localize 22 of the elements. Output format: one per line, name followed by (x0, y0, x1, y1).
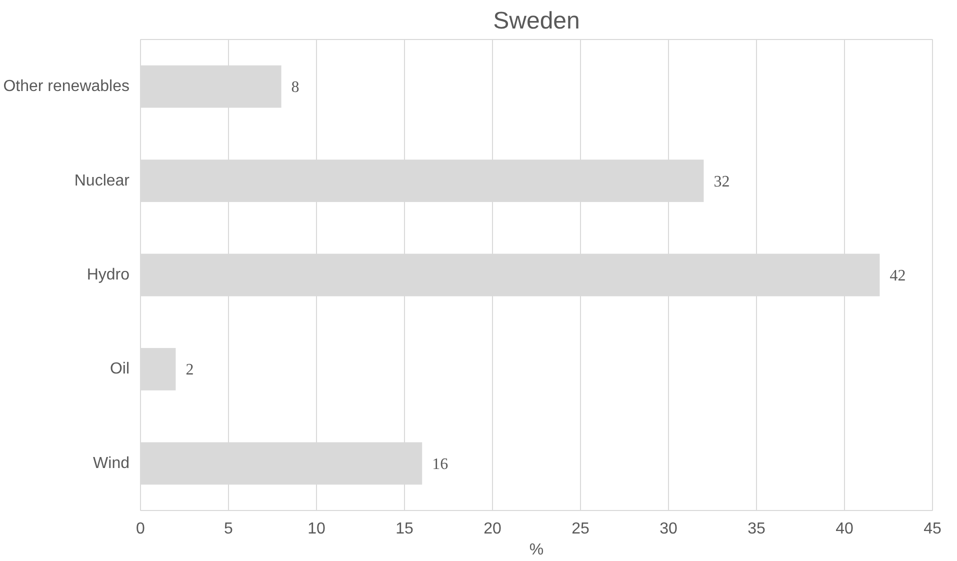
x-tick-label: 45 (924, 520, 942, 538)
x-tick-label: 40 (836, 520, 854, 538)
x-tick-label: 35 (748, 520, 766, 538)
y-tick-label: Hydro (86, 266, 130, 284)
x-tick-label: 25 (572, 520, 590, 538)
data-label: 32 (714, 173, 730, 190)
x-axis-title: % (529, 542, 544, 558)
data-label: 42 (890, 268, 906, 284)
y-tick-label: Oil (110, 360, 130, 378)
x-tick-label: 20 (484, 520, 502, 538)
data-label: 2 (186, 362, 194, 379)
x-tick-label: 15 (396, 520, 414, 538)
x-tick-label: 0 (136, 520, 146, 538)
y-tick-label: Other renewables (3, 78, 130, 96)
y-tick-label: Nuclear (74, 172, 130, 190)
y-tick-label: Wind (93, 454, 130, 472)
chart-title: Sweden (493, 8, 580, 34)
x-tick-label: 30 (660, 520, 678, 538)
data-label: 8 (291, 79, 300, 96)
data-label: 16 (432, 456, 448, 473)
x-tick-label: 10 (308, 520, 326, 538)
x-tick-label: 5 (224, 520, 234, 538)
